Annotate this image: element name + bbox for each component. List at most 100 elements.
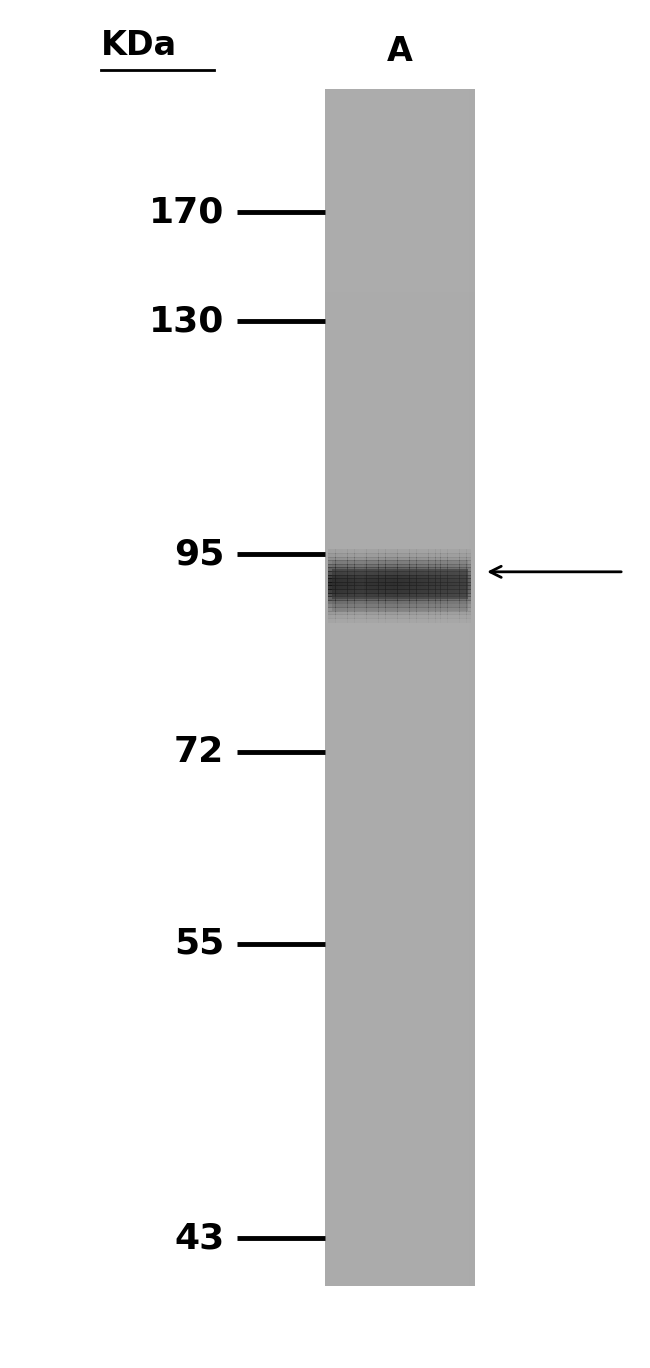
Bar: [433, 610, 436, 616]
Bar: [340, 564, 343, 568]
Bar: [345, 614, 348, 618]
Bar: [440, 607, 443, 611]
Bar: [385, 561, 388, 565]
Bar: [445, 581, 448, 587]
Bar: [421, 618, 424, 622]
Bar: [454, 553, 457, 558]
Bar: [325, 1226, 474, 1233]
Bar: [325, 311, 474, 316]
Bar: [325, 603, 474, 610]
Bar: [395, 564, 398, 568]
Bar: [419, 568, 421, 572]
Bar: [347, 618, 350, 622]
Bar: [450, 568, 452, 572]
Bar: [325, 1172, 474, 1178]
Bar: [359, 564, 362, 568]
Bar: [467, 579, 469, 583]
Bar: [325, 460, 474, 466]
Bar: [431, 553, 434, 558]
Bar: [325, 346, 474, 353]
Bar: [460, 601, 462, 605]
Bar: [364, 550, 367, 554]
Bar: [452, 607, 455, 611]
Bar: [335, 592, 338, 598]
Bar: [352, 603, 355, 607]
Bar: [325, 897, 474, 903]
Bar: [343, 557, 345, 561]
Bar: [454, 607, 457, 611]
Bar: [331, 550, 333, 554]
Bar: [338, 570, 341, 576]
Bar: [426, 570, 428, 576]
Bar: [374, 550, 376, 554]
Bar: [417, 586, 419, 590]
Bar: [411, 561, 414, 565]
Bar: [325, 1047, 474, 1052]
Bar: [407, 603, 410, 607]
Bar: [419, 601, 421, 605]
Bar: [452, 590, 455, 594]
Bar: [325, 819, 474, 825]
Bar: [443, 614, 445, 618]
Bar: [452, 579, 455, 583]
Bar: [454, 579, 457, 583]
Bar: [417, 570, 419, 576]
Bar: [452, 557, 455, 561]
Bar: [390, 557, 393, 561]
Bar: [350, 568, 352, 572]
Bar: [325, 525, 474, 532]
Bar: [397, 570, 400, 576]
Bar: [388, 553, 391, 558]
Bar: [331, 614, 333, 618]
Bar: [436, 618, 438, 622]
Bar: [404, 561, 407, 565]
Bar: [443, 579, 445, 583]
Bar: [400, 603, 402, 607]
Bar: [333, 561, 335, 565]
Bar: [457, 570, 460, 576]
Bar: [414, 570, 417, 576]
Bar: [411, 614, 414, 618]
Bar: [343, 581, 345, 587]
Bar: [436, 596, 438, 601]
Bar: [440, 553, 443, 558]
Bar: [400, 550, 402, 554]
Bar: [393, 579, 395, 583]
Bar: [433, 550, 436, 554]
Bar: [419, 581, 421, 587]
Bar: [332, 596, 468, 611]
Bar: [462, 581, 464, 587]
Bar: [462, 550, 464, 554]
Bar: [383, 614, 385, 618]
Bar: [464, 581, 467, 587]
Bar: [443, 553, 445, 558]
Bar: [345, 579, 348, 583]
Bar: [462, 614, 464, 618]
Bar: [428, 596, 431, 601]
Bar: [335, 568, 338, 572]
Bar: [364, 575, 367, 579]
Bar: [338, 553, 341, 558]
Bar: [464, 550, 467, 554]
Bar: [390, 610, 393, 616]
Bar: [462, 579, 464, 583]
Bar: [325, 1148, 474, 1155]
Bar: [464, 607, 467, 611]
Bar: [371, 564, 374, 568]
Bar: [407, 601, 410, 605]
Bar: [443, 557, 445, 561]
Bar: [354, 618, 357, 622]
Bar: [395, 610, 398, 616]
Bar: [325, 160, 474, 167]
Bar: [325, 190, 474, 197]
Bar: [388, 610, 391, 616]
Bar: [325, 1130, 474, 1137]
Bar: [440, 570, 443, 576]
Bar: [424, 596, 426, 601]
Bar: [325, 878, 474, 885]
Bar: [347, 614, 350, 618]
Bar: [450, 550, 452, 554]
Bar: [410, 590, 412, 594]
Bar: [457, 564, 460, 568]
Bar: [452, 564, 455, 568]
